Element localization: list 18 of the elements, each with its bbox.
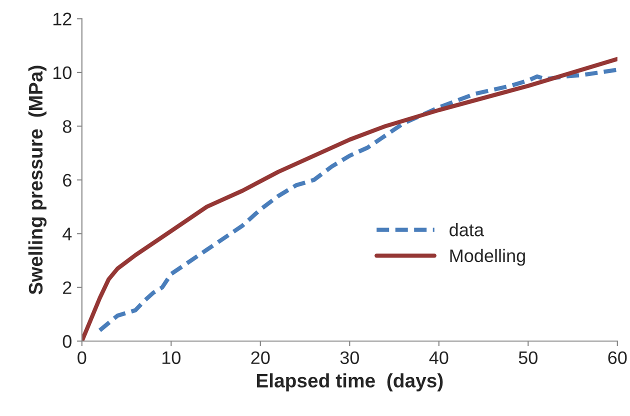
x-tick-label: 60 xyxy=(608,351,627,364)
y-tick-label: 0 xyxy=(62,335,72,348)
y-tick-label: 6 xyxy=(63,174,72,187)
x-tick-label: 0 xyxy=(78,351,86,364)
x-tick-label: 50 xyxy=(518,351,538,364)
legend-label: data xyxy=(450,223,484,236)
x-tick-label: 40 xyxy=(429,351,448,364)
y-axis-title: Swelling pressure (MPa) xyxy=(28,66,47,294)
y-tick-label: 4 xyxy=(62,228,72,240)
x-tick-label: 10 xyxy=(162,351,180,364)
y-tick-label: 10 xyxy=(53,66,72,80)
legend-label: Modelling xyxy=(450,248,525,266)
y-tick-label: 8 xyxy=(62,120,72,133)
y-tick-label: 12 xyxy=(53,12,72,26)
x-tick-label: 20 xyxy=(251,351,270,364)
y-tick-label: 2 xyxy=(63,281,72,294)
x-tick-label: 30 xyxy=(340,351,359,364)
x-axis-title: Elapsed time (days) xyxy=(256,373,443,392)
